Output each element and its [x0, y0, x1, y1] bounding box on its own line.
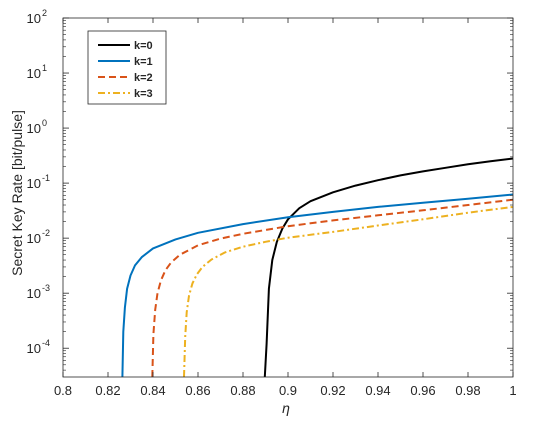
y-tick-exponent: -1	[42, 173, 50, 183]
x-tick-label: 0.9	[279, 383, 297, 398]
y-tick-label: 10	[27, 176, 41, 191]
series-line-k3	[183, 205, 514, 378]
y-tick-exponent: -2	[42, 228, 50, 238]
y-tick-label: 10	[27, 231, 41, 246]
y-tick-label: 10	[27, 121, 41, 136]
y-tick-exponent: -3	[42, 283, 50, 293]
y-tick-label: 10	[27, 66, 41, 81]
y-tick-label: 10	[27, 341, 41, 356]
x-tick-label: 0.96	[410, 383, 435, 398]
y-tick-label: 10	[27, 11, 41, 26]
series-line-k2	[151, 198, 514, 378]
x-tick-label: 0.92	[320, 383, 345, 398]
y-tick-exponent: 1	[42, 63, 47, 73]
x-tick-label: 0.82	[95, 383, 120, 398]
x-tick-label: 0.88	[230, 383, 255, 398]
x-tick-label: 0.94	[365, 383, 390, 398]
y-axis-label: Secret Key Rate [bit/pulse]	[9, 110, 25, 276]
series-line-k1	[121, 193, 514, 378]
y-tick-exponent: 0	[42, 118, 47, 128]
x-tick-label: 0.84	[140, 383, 165, 398]
y-tick-exponent: 2	[42, 8, 47, 18]
y-tick-exponent: -4	[42, 338, 50, 348]
legend-box	[87, 30, 167, 105]
x-tick-label: 0.8	[54, 383, 72, 398]
legend-label: k=0	[134, 40, 153, 52]
x-tick-label: 0.98	[455, 383, 480, 398]
y-tick-label: 10	[27, 286, 41, 301]
x-axis-label: η	[282, 400, 290, 416]
series-line-k0	[263, 157, 514, 378]
legend-label: k=2	[134, 72, 153, 84]
legend-label: k=3	[134, 88, 153, 100]
x-tick-label: 1	[509, 383, 516, 398]
x-tick-label: 0.86	[185, 383, 210, 398]
legend-label: k=1	[134, 56, 153, 68]
